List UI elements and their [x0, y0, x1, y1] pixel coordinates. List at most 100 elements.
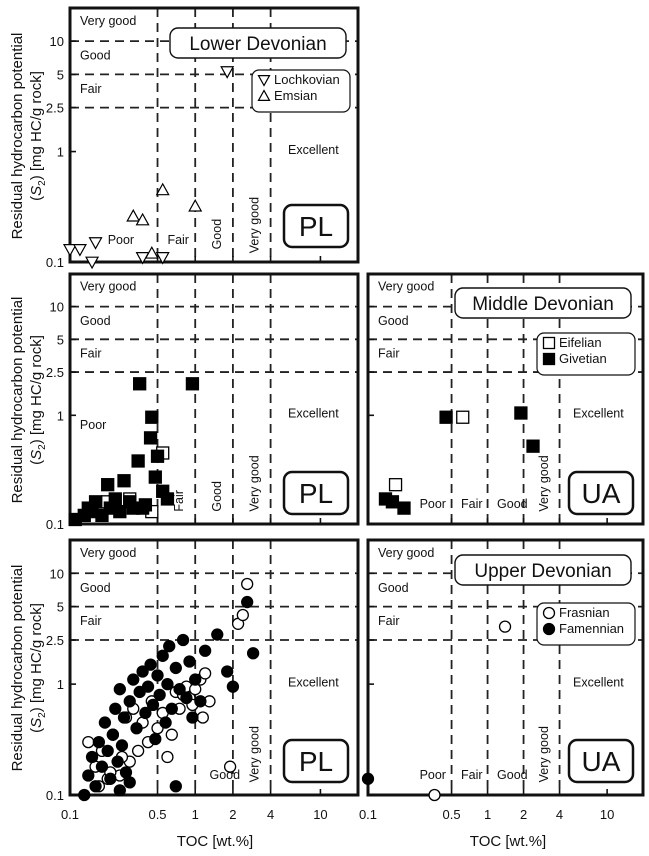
y-axis-title-top: Residual hydrocarbon potential (S2) [mg … — [9, 33, 48, 240]
data-point — [526, 439, 540, 453]
region-box — [282, 470, 350, 516]
region-box — [567, 738, 635, 784]
data-point — [428, 788, 441, 802]
zone-excellent: Excellent — [573, 407, 624, 421]
zone-fair-x: Fair — [461, 768, 483, 782]
legend-label: Givetian — [559, 351, 607, 366]
data-point — [155, 252, 170, 265]
y-axis-title-bottom: Residual hydrocarbon potential (S2) [mg … — [9, 565, 48, 772]
data-point — [456, 410, 470, 424]
data-point — [194, 695, 207, 708]
data-point — [135, 212, 150, 226]
legend-marker — [257, 89, 271, 102]
data-point — [123, 695, 136, 708]
zone-fair-x: Fair — [461, 497, 483, 511]
x-tick-label: 2 — [229, 807, 236, 822]
data-point — [146, 698, 160, 712]
series-famennian — [361, 772, 375, 785]
zone-fair: Fair — [80, 614, 102, 628]
panel-title: Middle Devonian — [472, 294, 614, 315]
data-point — [185, 377, 200, 391]
zone-very-good-x: Very good — [247, 726, 261, 782]
zone-good: Good — [378, 581, 409, 595]
panel-title-box — [454, 287, 632, 319]
panel-title: Lower Devonian — [189, 34, 326, 55]
zone-excellent: Excellent — [573, 676, 624, 690]
chart-panels: 0.1 1 2.5 5 10 Very good Good Fair Excellent Poor… — [46, 6, 645, 822]
x-tick-label: 1 — [484, 807, 491, 822]
x-tick-label: 4 — [556, 807, 563, 822]
data-point — [148, 470, 162, 484]
panel-title-box — [169, 27, 347, 59]
data-point — [144, 658, 157, 671]
zone-poor: Poor — [80, 418, 106, 432]
data-point — [111, 755, 124, 768]
region-box — [282, 203, 350, 249]
data-point — [498, 620, 512, 633]
data-point — [169, 661, 182, 675]
svg-text:(S2) [mg HC/g rock]: (S2) [mg HC/g rock] — [28, 335, 48, 465]
zone-poor: Poor — [108, 233, 134, 247]
data-point — [176, 633, 190, 647]
x-tick-label: 2 — [520, 807, 527, 822]
data-point — [155, 182, 170, 196]
data-point — [130, 722, 143, 735]
region-label: PL — [299, 478, 333, 509]
data-point — [439, 410, 453, 424]
data-point — [183, 655, 196, 668]
data-point — [117, 474, 131, 488]
region-label: UA — [582, 746, 621, 777]
region-label: PL — [299, 211, 333, 242]
y-tick-label: 2.5 — [46, 633, 64, 648]
y-tick-label: 0.1 — [46, 255, 64, 270]
y-tick-label: 10 — [50, 566, 64, 581]
y-tick-label: 5 — [57, 67, 64, 82]
data-point — [361, 772, 375, 785]
legend-marker — [542, 622, 556, 636]
data-point — [143, 431, 158, 445]
data-point — [160, 492, 175, 506]
zone-very-good-x: Very good — [537, 726, 551, 782]
legend-box — [251, 69, 351, 113]
region-box — [282, 738, 350, 784]
data-point — [133, 377, 147, 391]
zone-good: Good — [80, 49, 111, 63]
zone-excellent: Excellent — [288, 143, 339, 157]
y-tick-label: 10 — [50, 300, 64, 315]
data-point — [241, 595, 254, 609]
data-point — [159, 716, 172, 729]
data-point — [153, 688, 166, 702]
plot-frame — [68, 6, 360, 264]
panel-title: Upper Devonian — [474, 561, 611, 582]
data-point — [113, 504, 127, 519]
data-point — [72, 244, 87, 257]
data-point — [151, 669, 164, 682]
data-point — [82, 769, 95, 782]
data-point — [131, 744, 145, 758]
panel-upper-devonian-UA: 0.1 0.5 1 2 4 10 Very good Good Fair Excellent Poo… — [359, 538, 645, 822]
zone-very-good: Very good — [80, 14, 136, 28]
data-point — [165, 728, 178, 741]
data-point — [92, 735, 106, 749]
data-point — [115, 739, 129, 752]
legend-marker — [542, 352, 556, 366]
zone-fair-x: Fair — [167, 233, 189, 247]
zone-very-good-x: Very good — [537, 455, 551, 511]
zone-excellent: Excellent — [288, 407, 339, 421]
x-tick-label: 10 — [313, 807, 327, 822]
data-point — [104, 772, 117, 785]
svg-text:Residual hydrocarbon potential: Residual hydrocarbon potential — [9, 297, 26, 504]
data-point — [198, 667, 212, 680]
svg-text:(S2) [mg HC/g rock]: (S2) [mg HC/g rock] — [28, 603, 48, 733]
series-famennian — [78, 595, 260, 802]
data-point — [78, 788, 91, 802]
data-point — [388, 478, 403, 492]
x-axis-title-left: TOC [wt.%] — [177, 833, 253, 850]
data-point — [246, 647, 260, 660]
legend-marker — [542, 336, 556, 350]
series-givetian — [68, 377, 200, 527]
legend-label: Emsian — [274, 88, 317, 103]
data-point — [211, 628, 224, 641]
zone-poor: Poor — [420, 497, 446, 511]
